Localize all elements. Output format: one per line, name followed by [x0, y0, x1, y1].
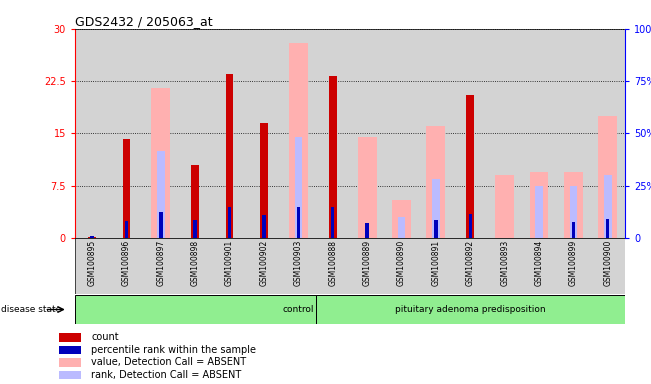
Bar	[297, 207, 300, 238]
Bar	[122, 139, 130, 238]
Text: GSM100895: GSM100895	[87, 240, 96, 286]
Text: GSM100902: GSM100902	[260, 240, 268, 286]
Bar	[570, 186, 577, 238]
Text: value, Detection Call = ABSENT: value, Detection Call = ABSENT	[91, 358, 246, 367]
Bar	[152, 88, 171, 238]
Bar	[294, 137, 302, 238]
Text: GSM100900: GSM100900	[603, 240, 613, 286]
Text: disease state: disease state	[1, 305, 61, 314]
Bar	[75, 295, 316, 324]
Bar	[365, 223, 369, 238]
Bar	[604, 175, 611, 238]
Text: GSM100903: GSM100903	[294, 240, 303, 286]
Bar	[606, 219, 609, 238]
Bar	[289, 43, 308, 238]
Text: pituitary adenoma predisposition: pituitary adenoma predisposition	[395, 305, 546, 314]
Bar	[598, 116, 617, 238]
Text: GDS2432 / 205063_at: GDS2432 / 205063_at	[75, 15, 212, 28]
Bar	[572, 222, 575, 238]
Bar	[193, 220, 197, 238]
Bar	[157, 151, 165, 238]
Text: GSM100889: GSM100889	[363, 240, 372, 286]
Text: GSM100896: GSM100896	[122, 240, 131, 286]
Bar	[398, 217, 406, 238]
Bar	[59, 358, 81, 367]
Bar	[535, 186, 543, 238]
Bar	[392, 200, 411, 238]
Bar	[89, 237, 96, 238]
Text: GSM100897: GSM100897	[156, 240, 165, 286]
Bar	[260, 123, 268, 238]
Text: control: control	[283, 305, 314, 314]
Bar	[228, 207, 231, 238]
Bar	[331, 207, 335, 238]
Bar	[262, 215, 266, 238]
Text: GSM100891: GSM100891	[432, 240, 440, 286]
Bar	[357, 137, 376, 238]
Bar	[432, 179, 439, 238]
Text: GSM100893: GSM100893	[500, 240, 509, 286]
Text: GSM100901: GSM100901	[225, 240, 234, 286]
Bar	[495, 175, 514, 238]
Text: percentile rank within the sample: percentile rank within the sample	[91, 345, 256, 355]
Bar	[191, 165, 199, 238]
Text: GSM100892: GSM100892	[465, 240, 475, 286]
Text: GSM100894: GSM100894	[534, 240, 544, 286]
Bar	[59, 371, 81, 379]
Bar	[59, 333, 81, 342]
Bar	[434, 220, 437, 238]
Text: GSM100899: GSM100899	[569, 240, 578, 286]
Text: GSM100890: GSM100890	[397, 240, 406, 286]
Bar	[529, 172, 548, 238]
Text: GSM100898: GSM100898	[191, 240, 200, 286]
Bar	[329, 76, 337, 238]
Text: GSM100888: GSM100888	[328, 240, 337, 286]
Bar	[125, 221, 128, 238]
Bar	[469, 214, 472, 238]
Bar	[316, 295, 625, 324]
Bar	[467, 95, 474, 238]
Bar	[226, 74, 233, 238]
Bar	[90, 236, 94, 238]
Bar	[564, 172, 583, 238]
Text: rank, Detection Call = ABSENT: rank, Detection Call = ABSENT	[91, 370, 242, 380]
Bar	[59, 346, 81, 354]
Text: count: count	[91, 333, 118, 343]
Bar	[426, 126, 445, 238]
Bar	[159, 212, 163, 238]
